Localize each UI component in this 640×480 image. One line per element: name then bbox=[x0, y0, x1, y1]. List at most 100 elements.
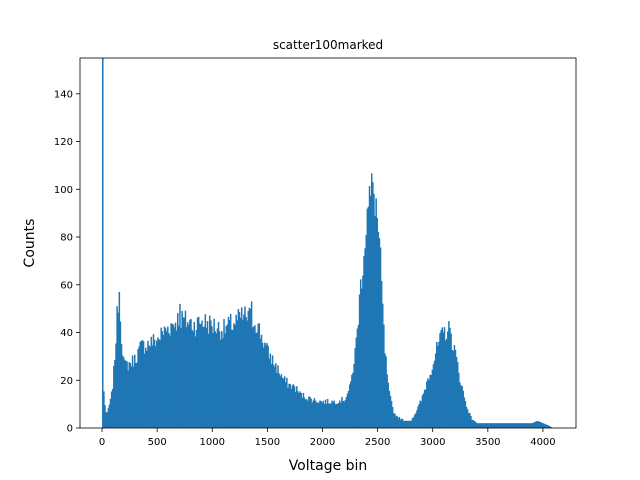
histogram-bar bbox=[246, 320, 248, 428]
histogram-bar bbox=[282, 378, 285, 428]
histogram-bar bbox=[266, 343, 268, 428]
histogram-bar bbox=[298, 392, 300, 428]
y-tick-label: 80 bbox=[60, 233, 73, 244]
histogram-bar bbox=[190, 319, 192, 428]
histogram-bar bbox=[418, 403, 420, 428]
histogram-bar bbox=[395, 416, 397, 428]
histogram-bar bbox=[550, 427, 553, 428]
histogram-bar bbox=[541, 422, 544, 428]
histogram-bar bbox=[330, 404, 332, 428]
histogram-bar bbox=[273, 366, 276, 428]
y-axis-ticks: 0 20 40 60 80 100 120 140 bbox=[54, 89, 80, 435]
histogram-bar bbox=[182, 317, 185, 428]
histogram-bar bbox=[497, 423, 500, 428]
histogram-bar bbox=[533, 422, 535, 428]
histogram-bar bbox=[427, 378, 429, 428]
histogram-bar bbox=[382, 303, 384, 428]
histogram-bar bbox=[262, 347, 265, 428]
histogram-bar bbox=[309, 396, 311, 428]
histogram-bar bbox=[375, 198, 377, 428]
histogram-bar bbox=[221, 331, 223, 428]
histogram-bar bbox=[277, 365, 279, 428]
histogram-bar bbox=[546, 424, 548, 428]
histogram-bar bbox=[380, 280, 383, 428]
histogram-bar bbox=[227, 316, 230, 428]
histogram-bar bbox=[320, 400, 322, 428]
histogram-bar bbox=[342, 400, 344, 428]
histogram-bar bbox=[348, 384, 351, 428]
histogram-bar bbox=[544, 423, 546, 428]
histogram-bar bbox=[358, 294, 361, 428]
histogram-bar bbox=[258, 323, 261, 428]
histogram-bar bbox=[527, 423, 530, 428]
histogram-bar bbox=[163, 326, 166, 428]
histogram-bar bbox=[491, 423, 493, 428]
histogram-bar bbox=[374, 215, 376, 428]
x-axis-label: Voltage bin bbox=[289, 458, 368, 474]
histogram-bar bbox=[409, 420, 412, 428]
histogram-bar bbox=[331, 400, 333, 428]
histogram-bar bbox=[390, 400, 393, 428]
histogram-bar bbox=[212, 332, 214, 428]
histogram-bar bbox=[405, 420, 407, 428]
histogram-bar bbox=[216, 328, 219, 428]
histogram-bar bbox=[207, 333, 210, 428]
histogram-bar bbox=[218, 331, 221, 428]
y-axis-label: Counts bbox=[22, 219, 38, 268]
histogram-bar bbox=[269, 353, 272, 428]
histogram-bar bbox=[300, 392, 302, 428]
x-tick-label: 1500 bbox=[255, 437, 280, 448]
histogram-bar bbox=[208, 315, 211, 428]
histogram-bar bbox=[508, 423, 511, 428]
histogram-bar bbox=[238, 311, 241, 428]
histogram-bar bbox=[168, 333, 170, 428]
histogram-bar bbox=[275, 363, 277, 428]
histogram-bar bbox=[291, 385, 294, 428]
histogram-bar bbox=[447, 331, 449, 428]
chart-title: scatter100marked bbox=[273, 38, 383, 52]
y-tick-label: 40 bbox=[60, 328, 73, 339]
histogram-bar bbox=[186, 322, 189, 428]
histogram-bar bbox=[424, 389, 427, 428]
histogram-bar bbox=[150, 336, 153, 428]
histogram-bar bbox=[103, 391, 105, 428]
histogram-bar bbox=[474, 421, 477, 428]
histogram-bar bbox=[475, 422, 478, 428]
histogram-bar bbox=[249, 308, 252, 428]
histogram-bar bbox=[346, 393, 349, 428]
histogram-bar bbox=[537, 421, 539, 428]
histogram-bar bbox=[304, 399, 307, 428]
y-tick-label: 0 bbox=[67, 424, 73, 435]
histogram-bar bbox=[419, 400, 421, 428]
histogram-bar bbox=[329, 403, 331, 428]
histogram-bar bbox=[394, 413, 396, 428]
histogram-bar bbox=[512, 423, 514, 428]
histogram-bar bbox=[185, 327, 188, 428]
histogram-bar bbox=[147, 340, 149, 428]
histogram-bar bbox=[161, 331, 164, 428]
histogram-bar bbox=[359, 279, 362, 428]
histogram-bar bbox=[452, 350, 455, 428]
histogram-bar bbox=[197, 316, 200, 428]
histogram-bar bbox=[542, 423, 545, 428]
histogram-bar bbox=[411, 417, 414, 428]
histogram-bar bbox=[493, 423, 495, 428]
histogram-bar bbox=[413, 414, 416, 428]
histogram-bar bbox=[307, 400, 309, 428]
histogram-bar bbox=[250, 301, 253, 428]
y-tick-label: 140 bbox=[54, 89, 73, 100]
histogram-bar bbox=[401, 419, 404, 428]
histogram-bar bbox=[193, 321, 196, 428]
histogram-bar bbox=[393, 413, 395, 428]
histogram-bar bbox=[420, 401, 423, 428]
histogram-bar bbox=[107, 408, 110, 428]
histogram-bar bbox=[283, 376, 286, 428]
histogram-bar bbox=[251, 327, 254, 428]
histogram-bar bbox=[340, 402, 342, 428]
histogram-bar bbox=[289, 383, 291, 428]
histogram-bar bbox=[169, 335, 171, 428]
y-tick-label: 120 bbox=[54, 137, 73, 148]
histogram-bar bbox=[210, 320, 212, 428]
histogram-bar bbox=[526, 423, 528, 428]
